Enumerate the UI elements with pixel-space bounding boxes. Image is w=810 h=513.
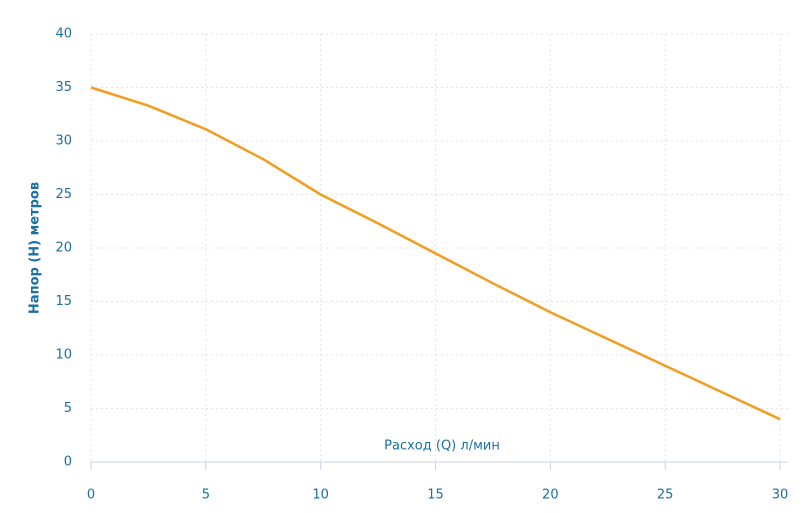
y-tick-label: 25 xyxy=(55,187,72,202)
x-tick-label: 20 xyxy=(542,488,559,503)
x-tick-label: 25 xyxy=(657,488,674,503)
y-axis-label: Напор (H) метров xyxy=(28,182,43,314)
y-tick-label: 0 xyxy=(64,455,72,470)
y-tick-label: 35 xyxy=(55,80,72,95)
x-tick-label: 10 xyxy=(312,488,329,503)
x-tick-label: 0 xyxy=(87,488,95,503)
x-tick-label: 30 xyxy=(772,488,789,503)
y-tick-label: 40 xyxy=(55,27,72,42)
x-tick-label: 15 xyxy=(427,488,444,503)
x-axis-label: Расход (Q) л/мин xyxy=(384,439,500,454)
y-tick-label: 15 xyxy=(55,294,72,309)
x-tick-label: 5 xyxy=(202,488,210,503)
y-tick-label: 5 xyxy=(64,401,72,416)
y-tick-label: 20 xyxy=(55,241,72,256)
line xyxy=(90,86,781,421)
y-tick-label: 30 xyxy=(55,134,72,149)
y-tick-label: 10 xyxy=(55,348,72,363)
